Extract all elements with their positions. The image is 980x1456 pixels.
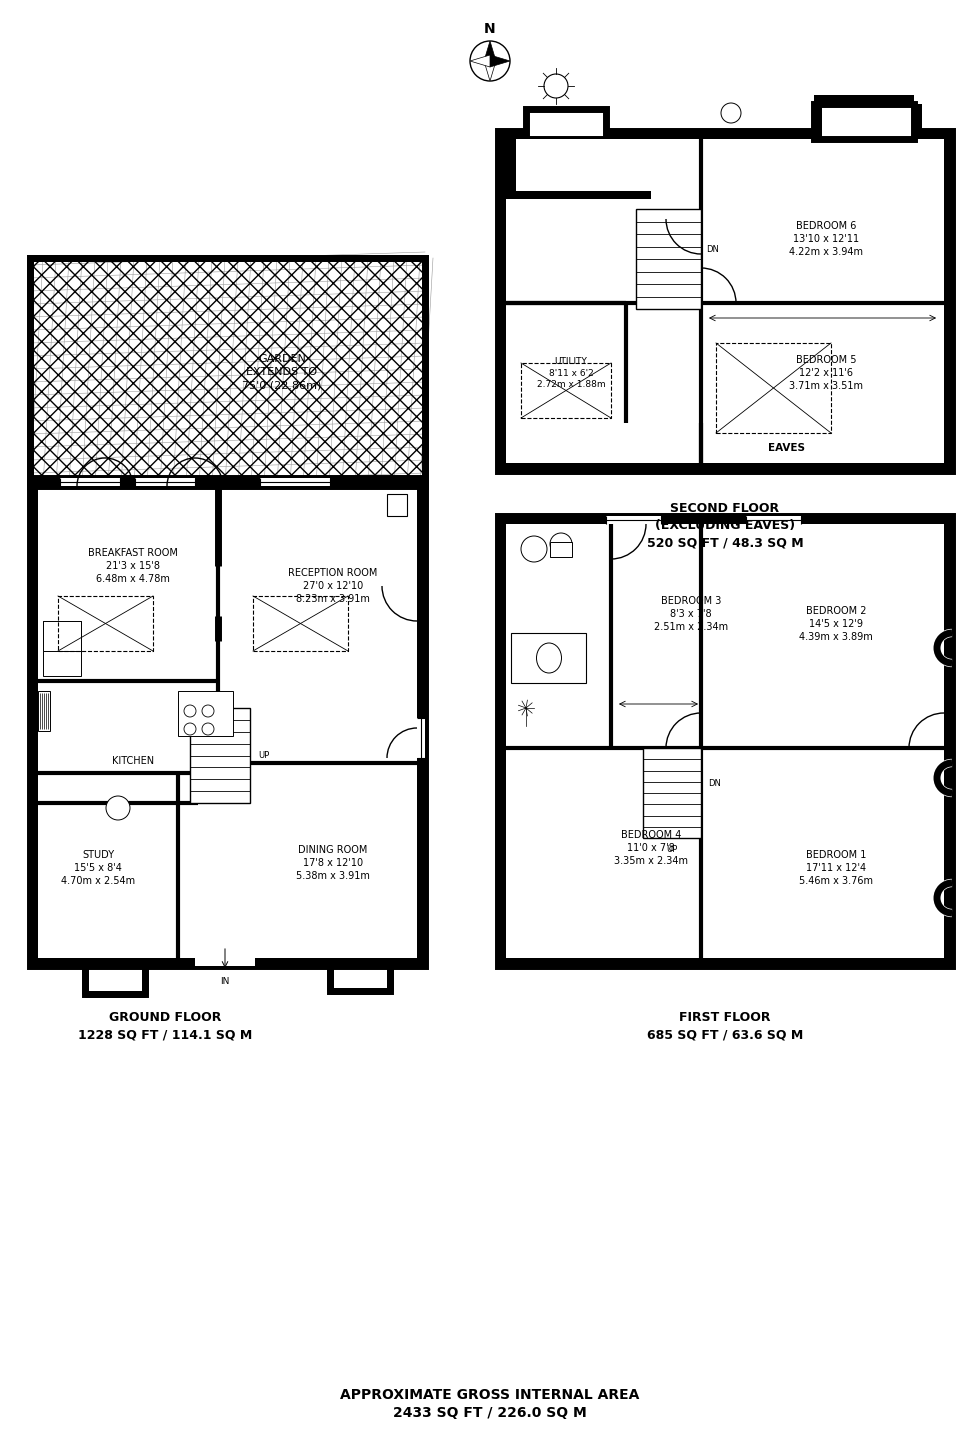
Bar [746,515,801,524]
Bar [30,478,425,486]
Circle shape [550,533,572,555]
Bar [498,515,952,524]
Text: GROUND FLOOR
1228 SQ FT / 114.1 SQ M: GROUND FLOOR 1228 SQ FT / 114.1 SQ M [77,1010,252,1041]
Bar [30,478,425,965]
Circle shape [184,724,196,735]
Text: BEDROOM 2
14'5 x 12'9
4.39m x 3.89m: BEDROOM 2 14'5 x 12'9 4.39m x 3.89m [799,606,873,642]
Text: SECOND FLOOR
(EXCLUDING EAVES)
520 SQ FT / 48.3 SQ M: SECOND FLOOR (EXCLUDING EAVES) 520 SQ FT… [647,502,804,549]
Text: FIRST FLOOR
685 SQ FT / 63.6 SQ M: FIRST FLOOR 685 SQ FT / 63.6 SQ M [647,1010,804,1041]
Circle shape [184,705,196,716]
Bar [814,95,914,103]
Text: IN: IN [220,977,229,986]
Bar [417,718,425,759]
Text: BREAKFAST ROOM
21'3 x 15'8
6.48m x 4.78m: BREAKFAST ROOM 21'3 x 15'8 6.48m x 4.78m [88,547,178,584]
Bar [195,958,255,965]
Polygon shape [484,61,496,82]
Bar [38,692,50,731]
Text: APPROXIMATE GROSS INTERNAL AREA
2433 SQ FT / 226.0 SQ M: APPROXIMATE GROSS INTERNAL AREA 2433 SQ … [340,1388,640,1420]
Bar [330,965,390,992]
Bar [30,258,425,486]
Bar [30,958,425,965]
Circle shape [202,724,214,735]
Circle shape [721,103,741,122]
Bar [606,515,661,524]
Bar [814,103,822,138]
Bar [643,748,701,839]
Bar [498,131,506,470]
Circle shape [521,536,547,562]
Text: EAVES: EAVES [767,443,805,453]
Text: UP: UP [666,846,677,855]
Text: UP: UP [259,751,270,760]
Bar [30,258,425,486]
Text: BEDROOM 1
17'11 x 12'4
5.46m x 3.76m: BEDROOM 1 17'11 x 12'4 5.46m x 3.76m [799,850,873,887]
Circle shape [202,705,214,716]
Bar [178,692,233,735]
Circle shape [106,796,130,820]
Bar [516,138,651,191]
Bar [260,478,330,486]
Text: N: N [484,22,496,36]
Text: STUDY
15'5 x 8'4
4.70m x 2.54m: STUDY 15'5 x 8'4 4.70m x 2.54m [61,850,135,887]
Text: BEDROOM 6
13'10 x 12'11
4.22m x 3.94m: BEDROOM 6 13'10 x 12'11 4.22m x 3.94m [789,221,863,258]
Bar [716,344,831,432]
Bar [498,515,506,965]
Text: GARDEN
EXTENDS TO
75'0 (22.86m): GARDEN EXTENDS TO 75'0 (22.86m) [242,354,321,390]
Bar [498,131,952,138]
Polygon shape [490,55,510,67]
Text: UTILITY
8'11 x 6'2
2.72m x 1.88m: UTILITY 8'11 x 6'2 2.72m x 1.88m [537,357,606,389]
Bar [636,210,701,309]
Bar [526,109,606,138]
Text: BEDROOM 3
8'3 x 7'8
2.51m x 2.34m: BEDROOM 3 8'3 x 7'8 2.51m x 2.34m [654,596,728,632]
Ellipse shape [536,644,562,673]
Bar [43,622,81,676]
Bar [944,515,952,965]
Bar [43,622,81,651]
Bar [498,958,952,965]
Bar [417,478,425,965]
Bar [135,478,195,486]
Bar [550,542,572,558]
Circle shape [544,74,568,98]
Polygon shape [484,41,496,61]
Bar [60,478,120,486]
Bar [498,463,952,470]
Bar [506,138,651,199]
Bar [814,103,914,138]
Text: DN: DN [709,779,721,788]
Bar [30,478,38,965]
Text: BEDROOM 5
12'2 x 11'6
3.71m x 3.51m: BEDROOM 5 12'2 x 11'6 3.71m x 3.51m [789,355,863,392]
Polygon shape [470,55,490,67]
Bar [253,596,348,651]
Bar [85,965,145,994]
Bar [498,515,952,965]
Bar [498,131,952,470]
Text: BEDROOM 4
11'0 x 7'8
3.35m x 2.34m: BEDROOM 4 11'0 x 7'8 3.35m x 2.34m [614,830,688,866]
Text: RECEPTION ROOM
27'0 x 12'10
8.23m x 3.91m: RECEPTION ROOM 27'0 x 12'10 8.23m x 3.91… [288,568,377,604]
Bar [58,596,153,651]
Bar [387,494,407,515]
Text: DINING ROOM
17'8 x 12'10
5.38m x 3.91m: DINING ROOM 17'8 x 12'10 5.38m x 3.91m [296,844,369,881]
Bar [944,131,952,470]
Bar [190,708,250,804]
Bar [521,363,611,418]
Bar [511,633,586,683]
Text: DN: DN [707,245,719,253]
Bar [914,103,922,138]
Text: KITCHEN: KITCHEN [112,756,154,766]
